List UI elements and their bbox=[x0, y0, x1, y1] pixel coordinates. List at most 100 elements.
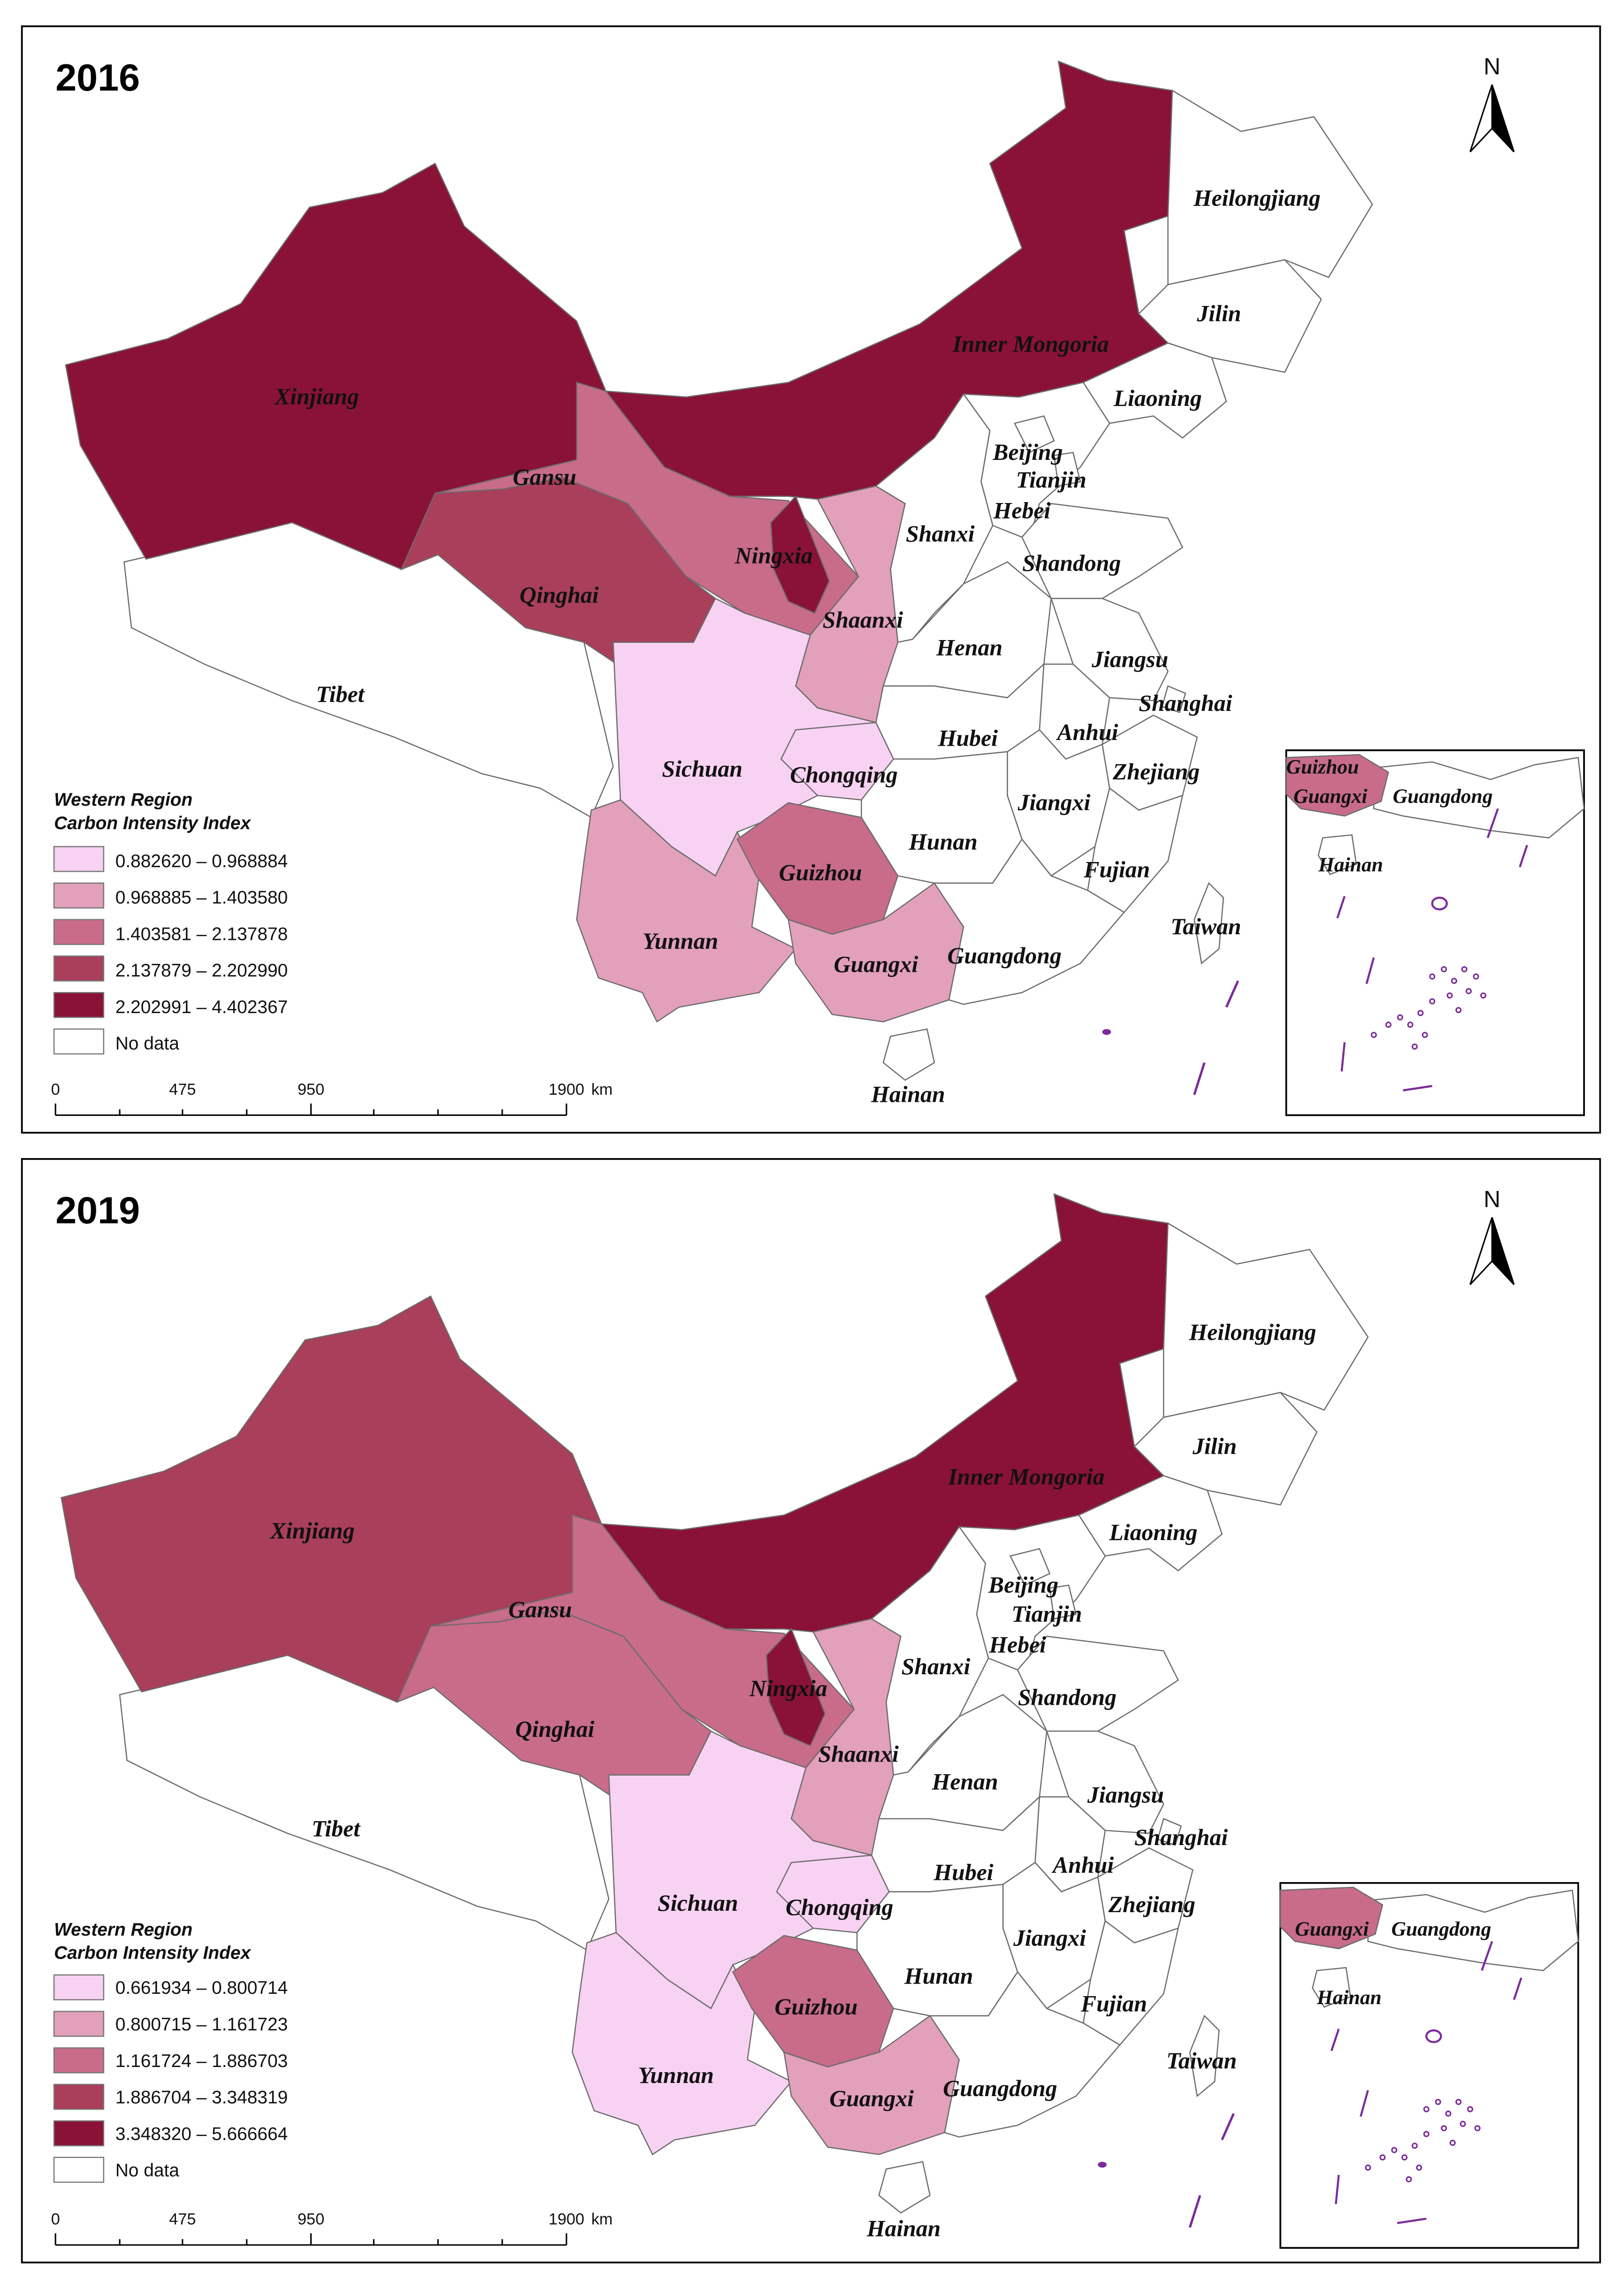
legend-label: 2.137879 – 2.202990 bbox=[115, 961, 288, 981]
province-labels: Xinjiang Tibet Qinghai Gansu Ningxia Inn… bbox=[274, 185, 1321, 1107]
label-inner-mongoria: Inner Mongoria bbox=[952, 331, 1109, 357]
province-inner-mongoria bbox=[604, 60, 1173, 500]
legend-item: 0.882620 – 0.968884 bbox=[53, 846, 288, 872]
legend-swatch bbox=[53, 846, 105, 872]
island-mark bbox=[1429, 973, 1436, 980]
island-mark bbox=[1360, 2090, 1369, 2117]
legend-swatch bbox=[53, 882, 105, 909]
inset-label-guangxi: Guangxi bbox=[1293, 785, 1367, 808]
island-mark bbox=[1431, 896, 1448, 911]
legend-swatch bbox=[53, 2120, 105, 2146]
island-mark bbox=[1406, 2176, 1412, 2182]
label-heilongjiang: Heilongjiang bbox=[1188, 1320, 1316, 1345]
province-yunnan bbox=[576, 799, 797, 1023]
province-xinjiang bbox=[61, 1295, 602, 1703]
label-anhui: Anhui bbox=[1056, 719, 1118, 745]
label-liaoning: Liaoning bbox=[1113, 385, 1202, 411]
label-fujian: Fujian bbox=[1083, 857, 1150, 883]
label-ningxia: Ningxia bbox=[734, 543, 813, 569]
legend-label: 0.882620 – 0.968884 bbox=[115, 851, 288, 871]
legend-label: 0.968885 – 1.403580 bbox=[115, 888, 288, 908]
label-hainan: Hainan bbox=[866, 2216, 941, 2242]
hainan-region bbox=[878, 2161, 931, 2214]
inset-label-hainan: Hainan bbox=[1316, 1986, 1382, 2009]
legend-item: No data bbox=[53, 2157, 179, 2183]
inset-land bbox=[1317, 834, 1357, 875]
north-label: N bbox=[1484, 1186, 1500, 1213]
label-tibet: Tibet bbox=[316, 681, 365, 707]
island-mark bbox=[1440, 2125, 1447, 2131]
label-shanghai: Shanghai bbox=[1139, 690, 1232, 716]
legend-title-line1: Western Region bbox=[54, 1920, 192, 1940]
label-beijing: Beijing bbox=[988, 1572, 1058, 1598]
island-mark bbox=[1330, 2029, 1340, 2052]
label-hainan: Hainan bbox=[871, 1082, 945, 1107]
label-xinjiang: Xinjiang bbox=[269, 1518, 355, 1544]
legend: Western Region Carbon Intensity Index 0.… bbox=[53, 1920, 288, 2183]
liaoning-region bbox=[1082, 342, 1227, 439]
china-map bbox=[65, 60, 1373, 1095]
island-mark bbox=[1391, 2147, 1398, 2153]
label-jiangsu: Jiangsu bbox=[1087, 1782, 1164, 1808]
label-shanxi: Shanxi bbox=[906, 521, 975, 547]
scale-tick-label: 475 bbox=[169, 1081, 196, 1098]
shanghai-region bbox=[1161, 685, 1186, 713]
island-mark bbox=[1467, 2106, 1474, 2113]
label-chongqing: Chongqing bbox=[790, 762, 898, 787]
island-mark bbox=[1098, 2161, 1107, 2168]
legend-item: 1.161724 – 1.886703 bbox=[53, 2047, 288, 2074]
legend-label: 1.403581 – 2.137878 bbox=[115, 924, 288, 944]
island-mark bbox=[1336, 896, 1346, 919]
island-mark bbox=[1379, 2154, 1386, 2161]
legend-swatch-nodata bbox=[53, 1028, 105, 1055]
inset-label-guangdong: Guangdong bbox=[1393, 785, 1493, 808]
province-labels: Xinjiang Tibet Qinghai Gansu Ningxia Inn… bbox=[269, 1320, 1316, 2242]
tianjin-region bbox=[1049, 1584, 1077, 1620]
north-arrow-icon: N bbox=[1469, 53, 1515, 153]
island-mark bbox=[1335, 2174, 1340, 2204]
label-qinghai: Qinghai bbox=[520, 582, 599, 608]
island-mark bbox=[1440, 966, 1447, 973]
label-gansu: Gansu bbox=[508, 1597, 572, 1623]
beijing-region bbox=[1014, 415, 1055, 453]
legend-item: No data bbox=[53, 1028, 179, 1055]
label-fujian: Fujian bbox=[1080, 1991, 1147, 2017]
label-hebei: Hebei bbox=[993, 497, 1051, 523]
label-yunnan: Yunnan bbox=[638, 2062, 714, 2088]
legend-swatch bbox=[53, 2083, 105, 2110]
label-gansu: Gansu bbox=[513, 464, 577, 490]
label-hunan: Hunan bbox=[904, 1963, 973, 1989]
legend-item: 0.968885 – 1.403580 bbox=[53, 882, 288, 909]
island-mark bbox=[1407, 1022, 1414, 1028]
island-mark bbox=[1385, 1022, 1392, 1028]
legend-label: 0.800715 – 1.161723 bbox=[115, 2014, 288, 2035]
label-tianjin: Tianjin bbox=[1016, 467, 1086, 493]
scale-tick-label: 1900 bbox=[549, 2211, 584, 2228]
scale-bar: 0 475 950 1900 km bbox=[51, 2211, 612, 2246]
inset-guangxi bbox=[1279, 1886, 1384, 1950]
province-inner-mongoria bbox=[600, 1193, 1169, 1633]
island-mark bbox=[1411, 1043, 1418, 1050]
inset-guangxi bbox=[1285, 754, 1389, 817]
legend-swatch-nodata bbox=[53, 2157, 105, 2183]
scale-bar: 0 475 950 1900 km bbox=[51, 1081, 612, 1116]
map-panel-2019: 2019 bbox=[21, 1158, 1601, 2264]
legend-swatch bbox=[53, 992, 105, 1018]
island-mark bbox=[1365, 2164, 1371, 2171]
label-shandong: Shandong bbox=[1018, 1684, 1117, 1710]
island-mark bbox=[1460, 2121, 1466, 2127]
island-mark bbox=[1370, 1031, 1377, 1038]
province-xinjiang bbox=[65, 162, 607, 570]
island-mark bbox=[1225, 980, 1239, 1008]
label-inner-mongoria: Inner Mongoria bbox=[948, 1464, 1104, 1490]
north-label: N bbox=[1484, 53, 1500, 80]
label-shandong: Shandong bbox=[1022, 550, 1121, 576]
taiwan-region bbox=[1194, 882, 1224, 965]
island-mark bbox=[1455, 2098, 1462, 2105]
label-jilin: Jilin bbox=[1192, 1433, 1237, 1459]
legend-item: 2.137879 – 2.202990 bbox=[53, 955, 288, 982]
legend-title-line1: Western Region bbox=[54, 790, 192, 810]
legend-label: 0.661934 – 0.800714 bbox=[115, 1978, 288, 1998]
label-shaanxi: Shaanxi bbox=[823, 607, 903, 633]
